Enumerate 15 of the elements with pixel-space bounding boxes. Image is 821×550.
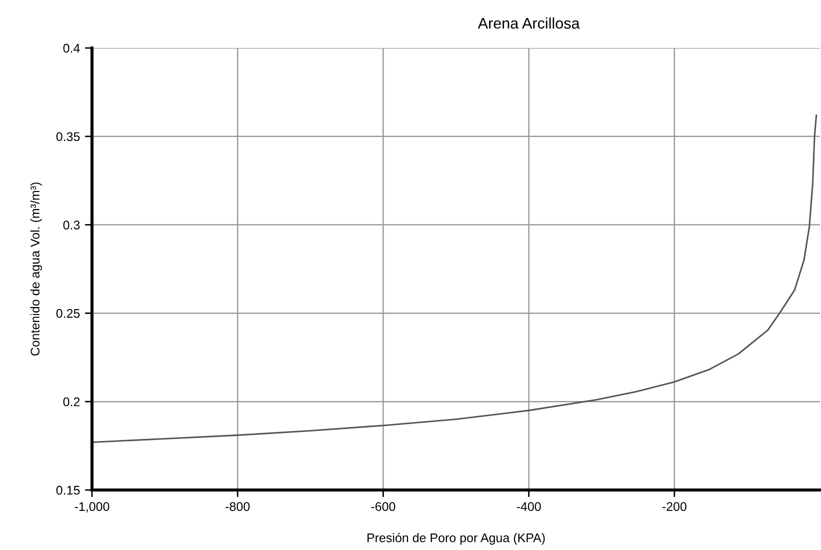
chart-title: Arena Arcillosa	[478, 17, 580, 29]
line-series	[92, 114, 818, 444]
y-tick-label: 0.35	[56, 132, 80, 142]
x-tick-label: -400	[516, 502, 541, 511]
y-tick-label: 0.4	[63, 44, 80, 53]
x-tick-label: -1,000	[74, 502, 110, 512]
y-axis-title: Contenido de agua Vol. (m³/m³)	[30, 182, 42, 356]
y-tick-label: 0.15	[56, 486, 80, 495]
y-tick-label: 0.25	[56, 309, 80, 318]
x-axis-title: Presión de Poro por Agua (KPA)	[368, 532, 545, 545]
y-tick-label: 0.2	[63, 397, 80, 406]
x-tick-label: -200	[662, 502, 686, 511]
x-tick-label: -600	[371, 502, 396, 511]
y-tick-label: 0.3	[63, 220, 80, 230]
x-tick-label: -800	[226, 502, 250, 511]
